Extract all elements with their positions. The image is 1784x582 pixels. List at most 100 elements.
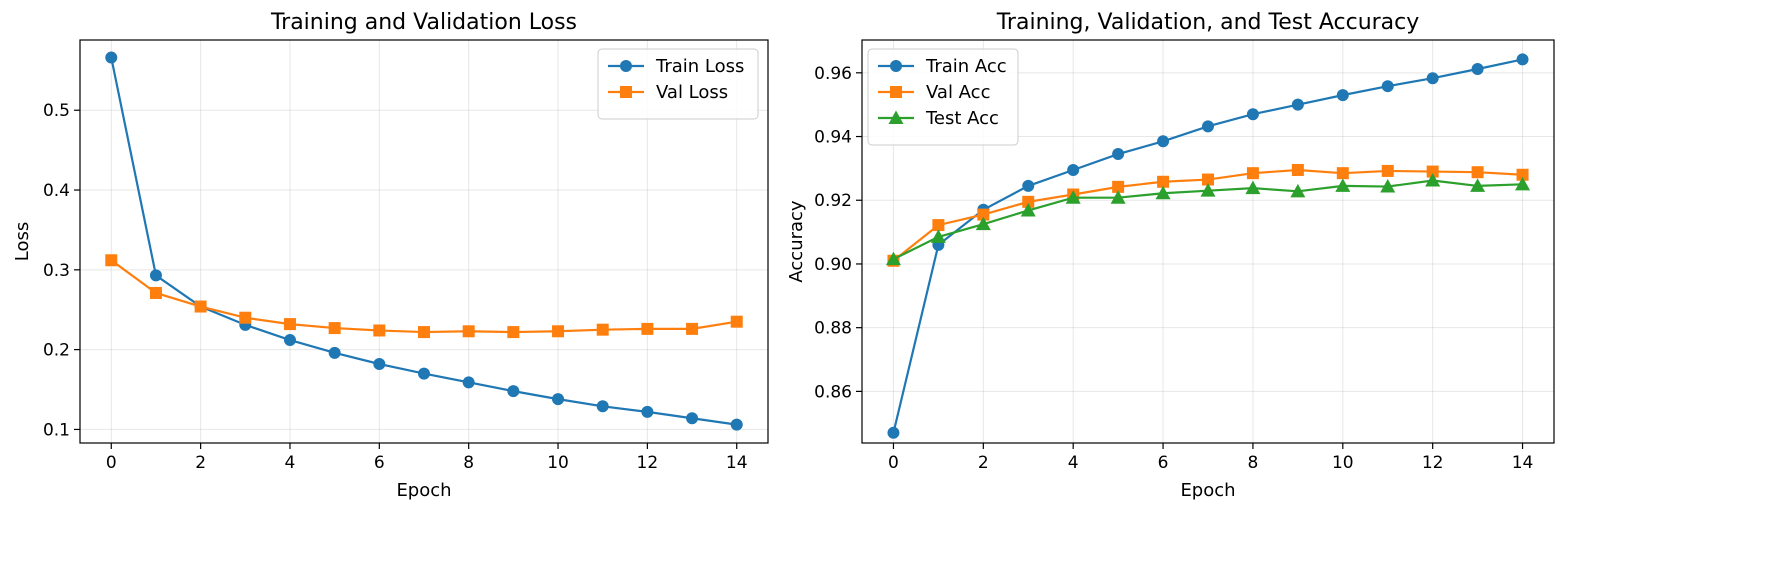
train-acc-point [1426, 72, 1439, 85]
train-acc-point [887, 426, 900, 439]
train-loss-point [283, 334, 296, 347]
legend-swatch-marker [620, 60, 632, 72]
val-loss-point [552, 325, 565, 338]
x-axis-label: Epoch [1180, 480, 1235, 501]
y-tick-label: 0.5 [43, 101, 70, 121]
x-tick-label: 2 [978, 453, 989, 473]
train-loss-point [641, 405, 654, 418]
val-acc-point [1022, 195, 1035, 208]
y-tick-label: 0.86 [814, 382, 852, 402]
y-tick-label: 0.3 [43, 261, 70, 281]
val-loss-point [507, 326, 520, 339]
axes-frame [79, 39, 769, 444]
legend-swatch-marker [890, 60, 902, 72]
y-tick-label: 0.1 [43, 420, 70, 440]
y-tick-label: 0.90 [814, 255, 852, 275]
legend-swatch-marker [620, 86, 632, 98]
test-acc-point [1020, 202, 1036, 217]
val-acc-point [1202, 173, 1214, 186]
train-loss-point [730, 418, 743, 431]
legend-entry-test-acc: Test Acc [925, 108, 999, 129]
x-tick-label: 12 [637, 453, 659, 473]
val-loss-line [110, 259, 737, 334]
val-acc-point [977, 208, 990, 221]
test-acc-point [1380, 179, 1396, 193]
x-tick-label: 14 [1512, 453, 1534, 473]
val-acc-point [1516, 168, 1529, 181]
train-loss-point [552, 393, 565, 406]
val-acc-point [1336, 167, 1349, 180]
legend: Train Acc Val Acc Test Acc [867, 48, 1019, 146]
train-acc-point [1202, 120, 1214, 133]
train-loss-point [105, 51, 118, 64]
x-tick-label: 10 [547, 453, 569, 473]
val-loss-point [373, 324, 386, 337]
x-tick-label: 8 [1248, 453, 1259, 473]
val-loss-point [283, 318, 296, 331]
test-acc-point [885, 251, 901, 266]
x-tick-label: 8 [463, 453, 474, 473]
train-acc-point [1022, 179, 1035, 192]
legend-entry-val-acc: Val Acc [926, 82, 990, 103]
train-acc-point [1291, 98, 1304, 111]
train-loss-point [686, 412, 699, 425]
train-loss-point [373, 357, 386, 370]
y-tick-label: 0.4 [43, 181, 70, 201]
test-acc-point [1290, 183, 1306, 198]
val-loss-point [641, 322, 654, 335]
train-acc-point [1157, 135, 1170, 148]
val-loss-point [105, 254, 118, 267]
val-loss-point [239, 311, 252, 324]
val-loss-point [194, 300, 207, 313]
test-acc-point [1470, 178, 1486, 192]
train-acc-point [1471, 62, 1484, 75]
x-tick-label: 14 [726, 453, 748, 473]
test-acc-point [1110, 190, 1126, 204]
y-axis-label: Loss [12, 222, 33, 261]
train-loss-point [418, 367, 430, 380]
test-acc-point [975, 216, 991, 231]
y-tick-label: 0.88 [814, 319, 852, 339]
x-tick-label: 6 [374, 453, 385, 473]
train-loss-point [149, 269, 162, 282]
val-acc-point [932, 219, 945, 232]
test-acc-point [930, 229, 946, 243]
chart-title: Training and Validation Loss [270, 10, 577, 35]
chart-title: Training, Validation, and Test Accuracy [996, 10, 1420, 35]
legend-box [867, 48, 1019, 146]
y-tick-label: 0.2 [43, 341, 70, 361]
x-tick-label: 0 [106, 453, 117, 473]
legend-entry-train-loss: Train Loss [655, 56, 744, 77]
y-tick-label: 0.92 [814, 191, 852, 211]
x-tick-label: 2 [195, 453, 206, 473]
val-acc-point [1291, 163, 1304, 176]
test-acc-point [1200, 183, 1216, 197]
x-tick-label: 6 [1158, 453, 1169, 473]
test-acc-point [1245, 180, 1261, 195]
val-acc-point [1381, 164, 1394, 177]
x-tick-label: 10 [1332, 453, 1354, 473]
y-tick-label: 0.96 [814, 64, 852, 84]
legend-swatch-marker [888, 110, 904, 124]
train-loss-point [328, 346, 341, 359]
train-acc-point [1381, 80, 1394, 93]
val-acc-point [1426, 165, 1439, 178]
legend-entry-val-loss: Val Loss [656, 82, 728, 103]
x-tick-label: 4 [285, 453, 296, 473]
test-acc-point [1155, 185, 1171, 200]
test-acc-point [1515, 176, 1531, 191]
legend-entry-train-acc: Train Acc [925, 56, 1007, 77]
legend-swatch-marker [890, 86, 902, 98]
train-acc-point [1336, 89, 1349, 102]
x-tick-label: 12 [1422, 453, 1444, 473]
val-loss-point [462, 325, 475, 338]
val-acc-point [1246, 167, 1259, 180]
x-axis-label: Epoch [396, 480, 451, 501]
train-loss-point [596, 400, 609, 413]
train-loss-point [507, 385, 520, 398]
accuracy-chart: 0 2 4 6 8 10 12 14 0.86 0.88 0.90 0.92 0.94 0.96 Train… [786, 10, 1555, 501]
train-acc-point [1516, 53, 1529, 66]
test-acc-point [1425, 172, 1441, 187]
val-loss-point [418, 326, 430, 339]
